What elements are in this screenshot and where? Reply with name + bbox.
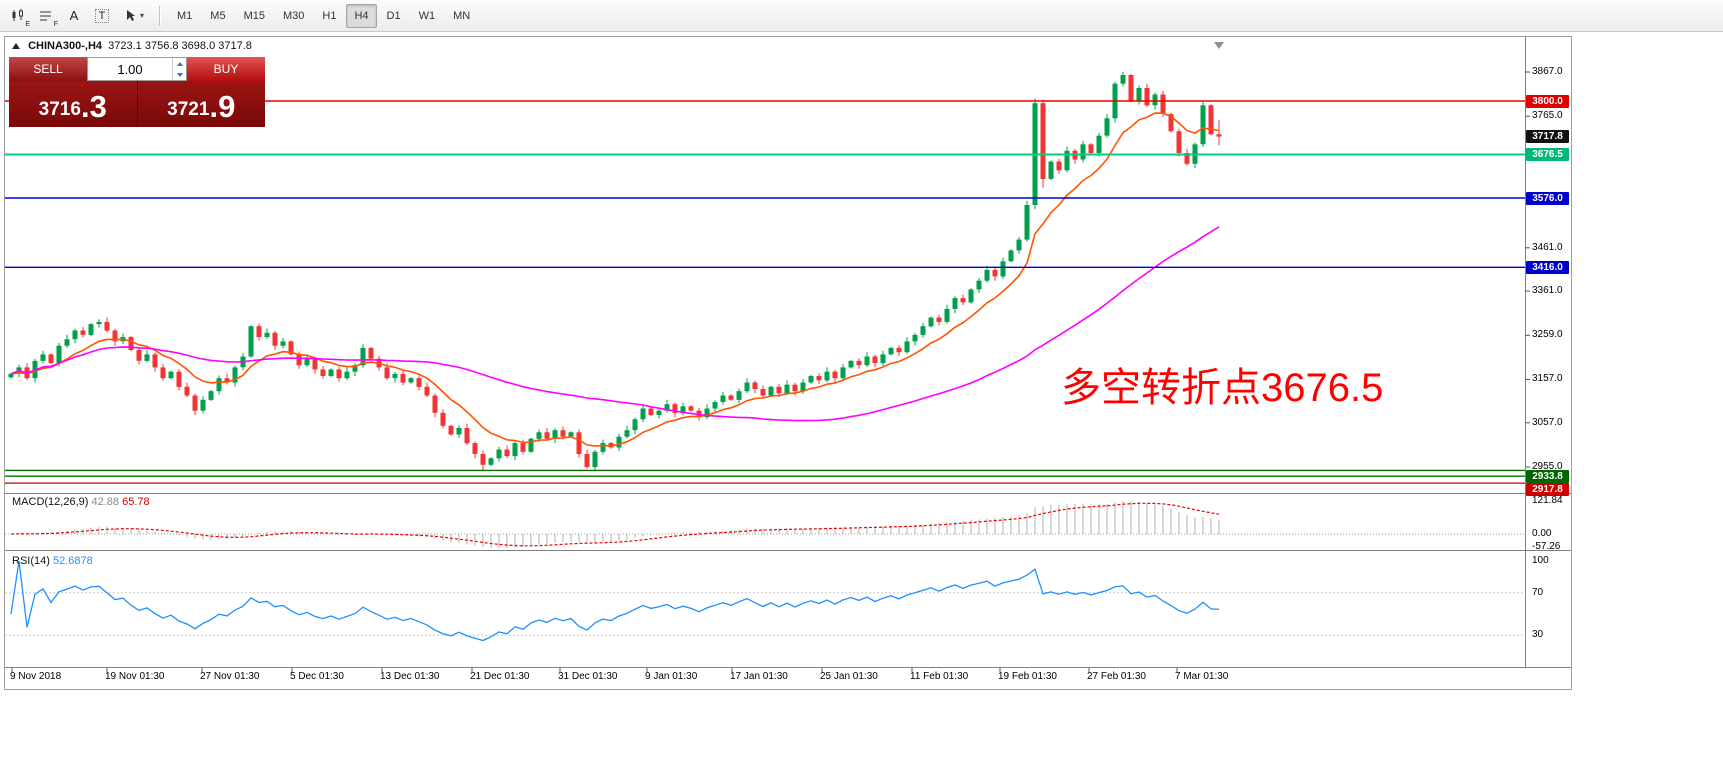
price-axis-label: 3259.0 <box>1532 329 1563 340</box>
rsi-value: 52.6878 <box>52 555 93 567</box>
time-axis-label: 11 Feb 01:30 <box>910 671 969 682</box>
price-axis-label: 3461.0 <box>1532 242 1563 253</box>
sell-price-big: .3 <box>80 89 107 124</box>
time-axis-label: 19 Feb 01:30 <box>998 671 1057 682</box>
rsi-axis-label: 30 <box>1532 629 1544 640</box>
spinner-up-icon <box>176 61 183 66</box>
buy-button[interactable]: BUY <box>187 57 265 81</box>
chart-style-badge: E <box>25 20 30 28</box>
price-badge: 2933.8 <box>1526 470 1569 483</box>
one-click-toggle-icon[interactable] <box>12 43 20 49</box>
macd-signal-value: 65.78 <box>122 496 150 508</box>
time-axis-label: 13 Dec 01:30 <box>380 671 440 682</box>
macd-axis-label: -57.26 <box>1532 541 1561 552</box>
indicators-button[interactable]: F <box>33 4 59 28</box>
timeframe-H4[interactable]: H4 <box>346 3 377 28</box>
sell-price-display[interactable]: 3716.3 <box>9 81 138 127</box>
price-badge: 3800.0 <box>1526 95 1569 108</box>
price-axis-label: 3361.0 <box>1532 285 1563 296</box>
time-axis-label: 9 Jan 01:30 <box>645 671 698 682</box>
symbol-period-label: CHINA300-,H4 <box>28 40 103 52</box>
buy-price-main: 3721 <box>167 99 210 120</box>
chart-text-annotation: 多空转折点3676.5 <box>1061 366 1384 410</box>
one-click-trading-panel: SELL 1.00 BUY 3716.3 3721.9 <box>9 57 265 127</box>
spinner-down-icon <box>176 72 183 77</box>
ohlc-values: 3723.1 3756.8 3698.0 3717.8 <box>108 40 252 52</box>
time-axis-label: 31 Dec 01:30 <box>558 671 618 682</box>
price-badge: 3676.5 <box>1526 148 1569 161</box>
volume-down-button[interactable] <box>173 69 186 80</box>
timeframe-M5[interactable]: M5 <box>210 9 226 22</box>
text-label-button[interactable]: A <box>61 4 87 28</box>
text-box-button[interactable]: T <box>89 4 115 28</box>
time-axis-label: 5 Dec 01:30 <box>290 671 344 682</box>
macd-name: MACD(12,26,9) <box>12 496 89 508</box>
timeframe-group: M1 M5 M15 M30 H1 H4 D1 W1 MN <box>168 3 479 28</box>
sell-button[interactable]: SELL <box>9 57 87 81</box>
price-axis-label: 3867.0 <box>1532 66 1563 77</box>
timeframe-M15[interactable]: M15 <box>243 9 265 22</box>
rsi-axis-label: 100 <box>1532 555 1549 566</box>
timeframe-D1[interactable]: D1 <box>386 9 401 22</box>
price-axis-label: 3765.0 <box>1532 110 1563 121</box>
rsi-axis-label: 70 <box>1532 587 1544 598</box>
indicators-badge: F <box>53 20 58 28</box>
toolbar-separator <box>159 5 161 26</box>
volume-up-button[interactable] <box>173 58 186 69</box>
rsi-indicator-label: RSI(14) 52.6878 <box>12 555 93 567</box>
volume-value[interactable]: 1.00 <box>117 61 143 77</box>
candlestick-chart-icon <box>12 8 23 21</box>
volume-spinner <box>172 58 186 80</box>
time-axis-label: 27 Feb 01:30 <box>1087 671 1146 682</box>
indicator-list-icon <box>40 11 51 20</box>
time-axis-label: 21 Dec 01:30 <box>470 671 530 682</box>
rsi-name: RSI(14) <box>12 555 50 567</box>
price-badge: 3717.8 <box>1526 130 1569 143</box>
chart-style-button[interactable]: E <box>5 4 31 28</box>
macd-axis-label: 0.00 <box>1532 528 1552 539</box>
timeframe-W1[interactable]: W1 <box>418 9 436 22</box>
timeframe-H1[interactable]: H1 <box>322 9 337 22</box>
time-axis-label: 7 Mar 01:30 <box>1175 671 1229 682</box>
time-axis-label: 25 Jan 01:30 <box>820 671 878 682</box>
price-axis-label: 3157.0 <box>1532 373 1563 384</box>
time-axis-label: 19 Nov 01:30 <box>105 671 165 682</box>
toolbar: E F A T ▾ M1 M5 M15 M30 H1 H4 D1 W1 MN <box>0 0 1723 32</box>
chevron-down-icon: ▾ <box>139 11 144 20</box>
chart-title: CHINA300-,H4 3723.1 3756.8 3698.0 3717.8 <box>12 40 252 52</box>
macd-axis-label: 121.84 <box>1532 495 1563 506</box>
cursor-arrow-icon <box>126 9 135 21</box>
time-axis-label: 9 Nov 2018 <box>10 671 62 682</box>
price-axis-label: 3057.0 <box>1532 417 1563 428</box>
macd-main-value: 42.88 <box>91 496 120 508</box>
timeframe-M30[interactable]: M30 <box>282 9 305 22</box>
cursor-tool-button[interactable]: ▾ <box>117 4 151 28</box>
timeframe-M1[interactable]: M1 <box>177 9 193 22</box>
price-badge: 2917.8 <box>1526 483 1569 496</box>
time-axis-label: 27 Nov 01:30 <box>200 671 260 682</box>
timeframe-MN[interactable]: MN <box>453 9 471 22</box>
letter-a-icon: A <box>69 8 79 23</box>
time-axis-label: 17 Jan 01:30 <box>730 671 788 682</box>
chart-canvas[interactable] <box>5 37 1571 689</box>
volume-input[interactable]: 1.00 <box>87 57 187 81</box>
buy-price-display[interactable]: 3721.9 <box>138 81 266 127</box>
macd-indicator-label: MACD(12,26,9) 42.88 65.78 <box>12 496 150 508</box>
letter-t-box-icon: T <box>94 8 110 23</box>
chart-window: CHINA300-,H4 3723.1 3756.8 3698.0 3717.8… <box>4 36 1572 690</box>
price-badge: 3416.0 <box>1526 261 1569 274</box>
sell-price-main: 3716 <box>38 99 81 120</box>
buy-price-big: .9 <box>209 89 236 124</box>
price-axis-label: 2955.0 <box>1532 461 1563 472</box>
price-badge: 3576.0 <box>1526 192 1569 205</box>
